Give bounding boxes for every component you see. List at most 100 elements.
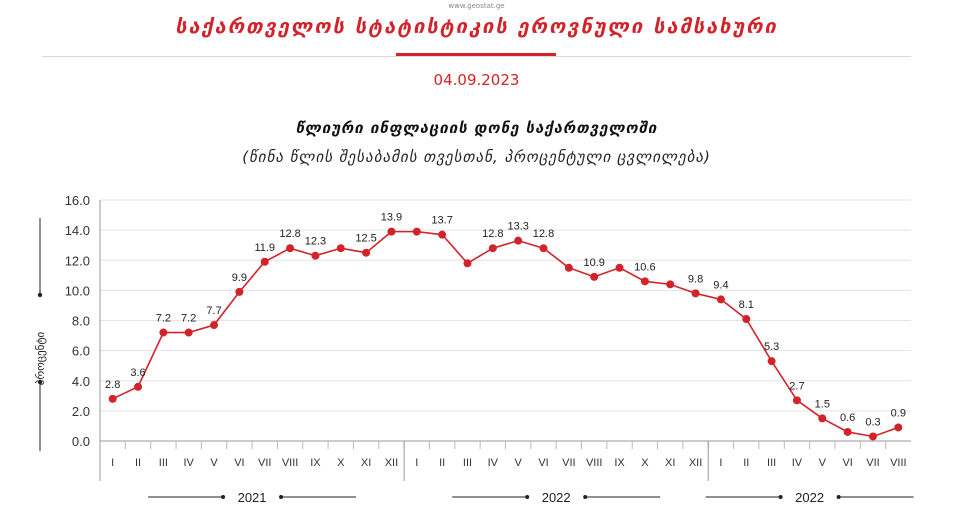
data-label: 7.2 [181,313,196,325]
x-tick-label: I [719,457,722,469]
data-point [666,280,675,289]
data-point [894,423,903,432]
y-tick-label: 0.0 [72,434,90,449]
x-tick-label: VIII [890,457,907,469]
x-tick-label: XI [665,457,675,469]
x-tick-label: III [463,457,472,469]
group-label: 2022 [795,490,824,505]
chart-subtitle: (წინა წლის შესაბამის თვესთან, პროცენტული… [242,148,711,166]
group-dot-right [279,495,284,499]
data-label: 2.7 [789,380,804,392]
group-label: 2022 [542,490,571,505]
x-tick-label: V [210,457,218,469]
group-dot-right [836,495,841,499]
data-label: 0.3 [865,416,880,428]
data-label: 1.5 [815,398,830,410]
data-point [868,432,877,441]
x-tick-label: VII [562,457,575,469]
group-dot-left [778,495,783,499]
group-dot-left [525,495,530,499]
data-label: 7.2 [156,313,171,325]
x-tick-label: III [767,457,776,469]
x-tick-label: IX [310,457,321,469]
data-label: 12.5 [355,233,376,245]
data-point [108,394,117,403]
x-tick-label: XI [361,457,371,469]
x-tick-label: V [819,457,827,469]
data-point [210,321,219,330]
y-tick-label: 2.0 [72,404,90,419]
x-tick-label: VII [258,457,271,469]
data-point [792,396,801,405]
data-label: 11.9 [254,242,275,254]
y-tick-label: 12.0 [65,253,90,268]
ylabel-dot-top [37,292,43,298]
data-label: 12.8 [533,228,554,240]
data-point [716,295,725,304]
data-label: 12.8 [482,228,503,240]
data-point [235,287,244,296]
x-tick-label: VI [842,457,852,469]
data-label: 7.7 [206,305,221,317]
data-label: 10.6 [634,261,655,273]
data-point [387,227,396,236]
x-tick-label: X [641,457,649,469]
x-tick-label: VII [866,457,879,469]
data-label: 13.9 [381,212,402,224]
data-point [463,259,472,268]
data-label: 9.4 [713,279,728,291]
data-point [286,244,295,253]
data-point [159,328,168,337]
group-dot-left [221,495,226,499]
chart-title: წლიური ინფლაციის დონე საქართველოში [295,119,658,137]
y-tick-label: 14.0 [65,223,90,238]
header-accent-bar [396,53,556,56]
data-label: 5.3 [764,341,779,353]
y-tick-label: 16.0 [65,193,90,208]
data-point [590,272,599,281]
data-point [260,257,269,266]
data-point [640,277,649,286]
data-label: 2.8 [105,379,120,391]
x-tick-label: I [111,457,114,469]
x-tick-label: VI [234,457,244,469]
data-point [691,289,700,298]
data-label: 9.9 [232,272,247,284]
data-label: 9.8 [688,273,703,285]
data-label: 12.8 [279,228,300,240]
y-tick-label: 6.0 [72,344,90,359]
site-url: www.geostat.ge [448,2,505,10]
data-label: 3.6 [130,367,145,379]
data-point [843,427,852,436]
x-tick-label: III [159,457,168,469]
x-tick-label: IX [614,457,625,469]
data-label: 0.9 [891,407,906,419]
data-point [184,328,193,337]
data-label: 13.3 [507,221,528,233]
y-tick-label: 10.0 [65,283,90,298]
data-point [412,227,421,236]
ylabel-dot-bottom [37,379,43,385]
x-tick-label: VI [538,457,548,469]
group-dot-right [583,495,588,499]
data-point [564,263,573,272]
data-label: 12.3 [305,236,326,248]
data-label: 0.6 [840,412,855,424]
x-tick-label: XII [385,457,398,469]
publication-date: 04.09.2023 [433,71,520,89]
data-point [514,236,523,245]
x-tick-label: VIII [282,457,299,469]
header-divider [42,56,911,57]
data-point [488,244,497,253]
x-tick-label: I [415,457,418,469]
data-label: 10.9 [583,257,604,269]
data-point [742,314,751,323]
x-tick-label: V [515,457,523,469]
y-tick-label: 8.0 [72,314,90,329]
series-line [112,230,899,438]
data-point [615,263,624,272]
data-point [818,414,827,423]
data-point [362,248,371,257]
group-label: 2021 [238,490,267,505]
